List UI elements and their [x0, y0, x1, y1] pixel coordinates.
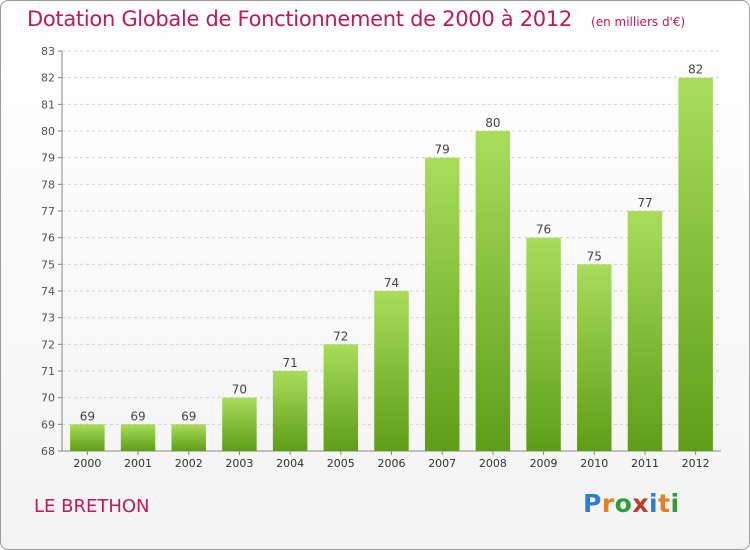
y-tick-label: 78: [41, 178, 55, 191]
bar: [627, 211, 663, 451]
bar-value-label: 70: [232, 383, 247, 397]
chart-subtitle: (en milliers d'€): [591, 15, 686, 29]
bar-value-label: 71: [282, 356, 297, 370]
bar-value-label: 69: [181, 409, 196, 423]
x-tick-label: 2009: [530, 457, 558, 470]
bar: [526, 237, 561, 451]
bar: [222, 397, 257, 451]
y-tick-label: 81: [41, 98, 55, 111]
x-tick-label: 2005: [327, 457, 355, 470]
x-tick-label: 2010: [580, 457, 608, 470]
bar: [424, 157, 460, 451]
bar-value-label: 74: [384, 276, 399, 290]
logo-letter: P: [583, 489, 602, 518]
y-tick-label: 75: [41, 258, 55, 271]
y-tick-label: 80: [41, 125, 55, 138]
x-tick-label: 2007: [428, 457, 456, 470]
bar-value-label: 76: [536, 223, 551, 237]
y-tick-label: 73: [41, 312, 55, 325]
x-tick-label: 2008: [479, 457, 507, 470]
bar: [70, 424, 105, 451]
title-row: Dotation Globale de Fonctionnement de 20…: [27, 7, 685, 31]
bar: [678, 77, 713, 452]
bar: [171, 424, 206, 451]
bar: [577, 264, 612, 451]
logo-letter: t: [658, 489, 671, 518]
y-tick-label: 74: [41, 285, 55, 298]
logo-letter: r: [601, 489, 615, 518]
bar-value-label: 72: [333, 329, 348, 343]
chart-title: Dotation Globale de Fonctionnement de 20…: [27, 7, 572, 31]
bar: [120, 424, 156, 451]
x-tick-label: 2002: [175, 457, 203, 470]
y-tick-label: 70: [41, 392, 55, 405]
bar: [272, 371, 308, 451]
data-labels: 69 69 69 70 71 72 74 79 80 76 75 77 82: [80, 63, 704, 424]
bar: [323, 344, 359, 451]
axes: 68 69 70 71 72 73 74 75 76 77 78 79 80 81 82 83 2000 2001…: [41, 45, 721, 470]
bar-value-label: 77: [637, 196, 652, 210]
logo-letter: o: [614, 489, 633, 518]
y-tick-label: 76: [41, 232, 55, 245]
x-tick-label: 2004: [276, 457, 304, 470]
bar-value-label: 69: [130, 409, 145, 423]
y-tick-label: 82: [41, 72, 55, 85]
x-tick-label: 2001: [124, 457, 152, 470]
y-tick-label: 72: [41, 338, 55, 351]
bar-value-label: 80: [485, 116, 500, 130]
x-tick-label: 2011: [631, 457, 659, 470]
y-tick-label: 77: [41, 205, 55, 218]
x-tick-label: 2006: [378, 457, 406, 470]
bar: [374, 291, 409, 451]
bar-value-label: 75: [587, 249, 602, 263]
y-tick-label: 71: [41, 365, 55, 378]
logo-letter: i: [670, 489, 680, 518]
y-tick-label: 69: [41, 418, 55, 431]
logo-letter: i: [649, 489, 659, 518]
bar-value-label: 79: [435, 143, 450, 157]
x-tick-label: 2003: [225, 457, 253, 470]
bar-value-label: 69: [80, 409, 95, 423]
y-tick-label: 68: [41, 445, 55, 458]
bar-value-label: 82: [688, 63, 703, 77]
x-tick-label: 2000: [73, 457, 101, 470]
proxiti-logo[interactable]: Proxiti: [583, 489, 680, 518]
place-name: LE BRETHON: [34, 496, 150, 517]
bar: [475, 131, 511, 451]
x-tick-label: 2012: [682, 457, 710, 470]
bars: [70, 77, 713, 452]
logo-letter: x: [632, 489, 649, 518]
y-tick-label: 83: [41, 45, 55, 58]
y-tick-label: 79: [41, 152, 55, 165]
